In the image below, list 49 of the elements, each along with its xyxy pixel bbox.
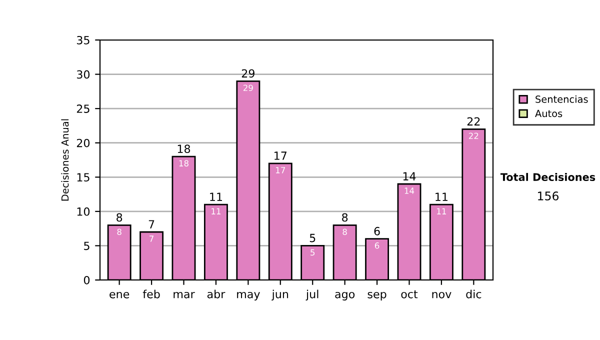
x-tick-label: feb — [142, 290, 160, 298]
x-tick-label: jun — [272, 290, 288, 300]
x-tick-label: abr — [207, 290, 226, 298]
data-label: 22 — [468, 132, 478, 139]
y-tick-label: 15 — [77, 173, 90, 182]
x-tick-label: mar — [174, 292, 195, 298]
data-label: 6 — [374, 242, 380, 249]
total-label: 6 — [374, 226, 380, 236]
y-tick-label: 25 — [76, 104, 90, 113]
y-axis-title: Decisiones Anual — [61, 119, 69, 201]
y-tick-label: 5 — [84, 242, 90, 250]
y-tick-label: 0 — [84, 276, 90, 284]
x-tick-label: nov — [432, 292, 452, 298]
data-label: 11 — [212, 208, 220, 214]
total-label: 8 — [342, 213, 348, 222]
data-label: 17 — [276, 167, 285, 174]
total-label: 17 — [274, 152, 287, 160]
x-tick-label: oct — [401, 290, 418, 298]
total-label: 11 — [436, 192, 448, 201]
total-label: 7 — [148, 220, 154, 228]
total-label: 14 — [403, 172, 416, 180]
text: 156 — [538, 191, 559, 200]
x-tick-label: ene — [110, 292, 130, 298]
y-tick-label: 35 — [76, 36, 90, 44]
y-tick-label: 10 — [77, 207, 90, 216]
y-tick-label: 20 — [76, 138, 90, 148]
data-label: 18 — [179, 160, 188, 166]
data-label: 29 — [243, 84, 253, 92]
total-label: 8 — [116, 213, 122, 222]
legend-label: Autos — [535, 110, 562, 118]
x-tick-label: jul — [306, 290, 318, 300]
x-tick-label: dic — [466, 290, 482, 298]
data-label: 11 — [437, 208, 446, 214]
data-label: 7 — [150, 236, 154, 242]
total-label: 11 — [210, 192, 222, 201]
data-label: 5 — [310, 249, 315, 256]
y-tick-label: 30 — [76, 70, 90, 79]
total-label: 29 — [242, 69, 254, 78]
total-label: 22 — [467, 117, 480, 126]
legend-label: Sentencias — [536, 95, 588, 103]
total-label: 18 — [178, 144, 190, 154]
total-label: 5 — [310, 234, 316, 242]
x-tick-label: may — [237, 292, 260, 300]
data-label: 8 — [117, 228, 122, 236]
data-label: 14 — [404, 188, 414, 194]
text: Total Decisiones — [500, 172, 596, 182]
data-label: 8 — [342, 228, 347, 236]
x-tick-label: sep — [368, 292, 386, 300]
x-tick-label: ago — [335, 292, 355, 300]
